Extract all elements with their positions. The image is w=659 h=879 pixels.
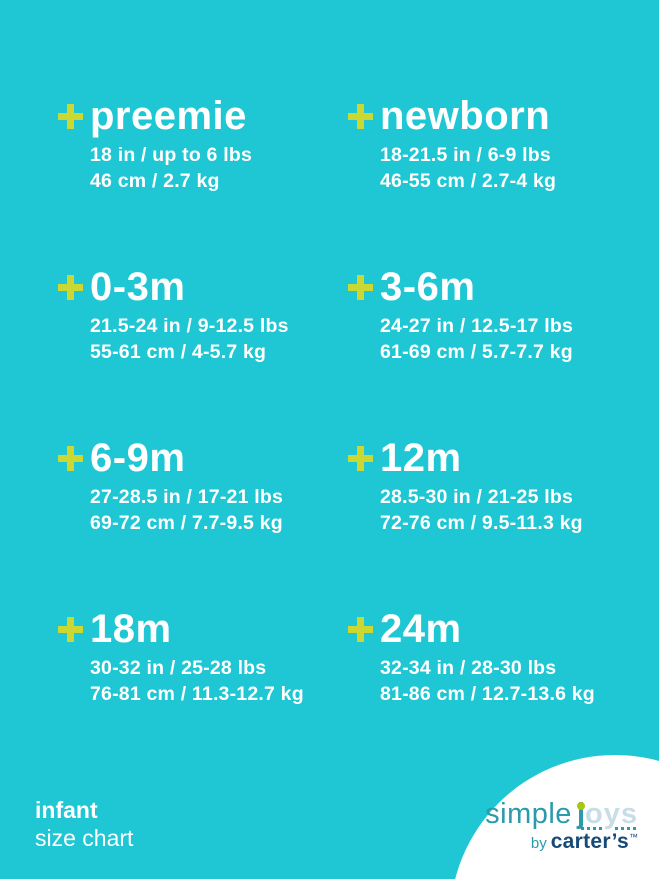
size-metric: 61-69 cm / 5.7-7.7 kg xyxy=(380,341,573,363)
size-metric: 76-81 cm / 11.3-12.7 kg xyxy=(90,683,304,705)
size-block-preemie: preemie 18 in / up to 6 lbs 46 cm / 2.7 … xyxy=(58,94,348,265)
size-block-24m: 24m 32-34 in / 28-30 lbs 81-86 cm / 12.7… xyxy=(348,607,628,778)
logo-byline: by carter’s™ xyxy=(485,830,638,855)
size-text: newborn 18-21.5 in / 6-9 lbs 46-55 cm / … xyxy=(380,94,556,194)
size-label: 0-3m xyxy=(90,265,186,309)
size-label: preemie xyxy=(90,94,247,138)
size-text: 18m 30-32 in / 25-28 lbs 76-81 cm / 11.3… xyxy=(90,607,304,707)
size-block-12m: 12m 28.5-30 in / 21-25 lbs 72-76 cm / 9.… xyxy=(348,436,628,607)
size-block-18m: 18m 30-32 in / 25-28 lbs 76-81 cm / 11.3… xyxy=(58,607,348,778)
size-imperial: 32-34 in / 28-30 lbs xyxy=(380,657,557,679)
chart-title-type: size chart xyxy=(35,825,134,851)
size-label: 3-6m xyxy=(380,265,476,309)
plus-icon xyxy=(348,617,373,642)
logo-oys-text: oys xyxy=(585,798,638,830)
size-block-3-6m: 3-6m 24-27 in / 12.5-17 lbs 61-69 cm / 5… xyxy=(348,265,628,436)
size-block-0-3m: 0-3m 21.5-24 in / 9-12.5 lbs 55-61 cm / … xyxy=(58,265,348,436)
plus-icon xyxy=(58,617,83,642)
size-metric: 46 cm / 2.7 kg xyxy=(90,170,220,192)
chart-title-category: infant xyxy=(35,797,98,823)
size-text: 24m 32-34 in / 28-30 lbs 81-86 cm / 12.7… xyxy=(380,607,595,707)
size-imperial: 24-27 in / 12.5-17 lbs xyxy=(380,315,574,337)
logo-by-text: by xyxy=(530,835,547,852)
size-imperial: 21.5-24 in / 9-12.5 lbs xyxy=(90,315,289,337)
size-metric: 55-61 cm / 4-5.7 kg xyxy=(90,341,267,363)
size-label: 12m xyxy=(380,436,462,480)
plus-icon xyxy=(58,446,83,471)
size-metric: 81-86 cm / 12.7-13.6 kg xyxy=(380,683,595,705)
logo-simple-text: simple xyxy=(485,798,572,830)
dotted-underline-icon xyxy=(485,827,638,830)
size-metric: 69-72 cm / 7.7-9.5 kg xyxy=(90,512,283,534)
size-text: 0-3m 21.5-24 in / 9-12.5 lbs 55-61 cm / … xyxy=(90,265,289,365)
trademark-symbol: ™ xyxy=(629,832,638,842)
logo-j-letter: j xyxy=(576,798,586,830)
size-imperial: 18-21.5 in / 6-9 lbs xyxy=(380,144,551,166)
size-metric: 72-76 cm / 9.5-11.3 kg xyxy=(380,512,583,534)
plus-icon xyxy=(348,275,373,300)
simple-joys-logo: simple joys by carter’s™ xyxy=(485,799,638,855)
green-dot-icon xyxy=(576,802,585,810)
size-label: newborn xyxy=(380,94,551,138)
size-label: 6-9m xyxy=(90,436,186,480)
size-block-newborn: newborn 18-21.5 in / 6-9 lbs 46-55 cm / … xyxy=(348,94,628,265)
size-label: 24m xyxy=(380,607,462,651)
size-text: 3-6m 24-27 in / 12.5-17 lbs 61-69 cm / 5… xyxy=(380,265,573,365)
size-imperial: 30-32 in / 25-28 lbs xyxy=(90,657,267,679)
size-text: 6-9m 27-28.5 in / 17-21 lbs 69-72 cm / 7… xyxy=(90,436,283,536)
plus-icon xyxy=(58,275,83,300)
logo-wordmark: simple joys xyxy=(485,799,638,829)
plus-icon xyxy=(348,104,373,129)
size-imperial: 27-28.5 in / 17-21 lbs xyxy=(90,486,284,508)
size-imperial: 18 in / up to 6 lbs xyxy=(90,144,252,166)
size-text: preemie 18 in / up to 6 lbs 46 cm / 2.7 … xyxy=(90,94,252,194)
size-block-6-9m: 6-9m 27-28.5 in / 17-21 lbs 69-72 cm / 7… xyxy=(58,436,348,607)
size-label: 18m xyxy=(90,607,172,651)
chart-title: infant size chart xyxy=(35,796,133,852)
size-metric: 46-55 cm / 2.7-4 kg xyxy=(380,170,557,192)
size-imperial: 28.5-30 in / 21-25 lbs xyxy=(380,486,574,508)
size-grid: preemie 18 in / up to 6 lbs 46 cm / 2.7 … xyxy=(58,94,628,778)
logo-carters-text: carter’s xyxy=(550,830,629,853)
plus-icon xyxy=(348,446,373,471)
size-text: 12m 28.5-30 in / 21-25 lbs 72-76 cm / 9.… xyxy=(380,436,583,536)
plus-icon xyxy=(58,104,83,129)
